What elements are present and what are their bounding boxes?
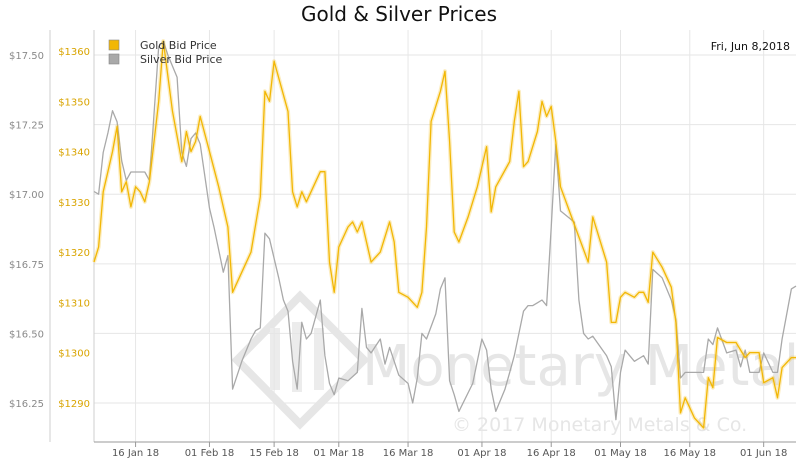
silver-axis-tick-label: $17.50 (9, 51, 44, 62)
series-lines (92, 39, 797, 430)
gold-axis-tick-label: $1350 (58, 97, 90, 108)
watermark-logo (231, 290, 370, 430)
watermark: Monetary Metals © 2017 Monetary Metals &… (231, 290, 798, 436)
gold-axis-tick-label: $1320 (58, 248, 90, 259)
x-tick-label: 16 Apr 18 (527, 448, 576, 459)
silver-legend-label: Silver Bid Price (140, 53, 223, 66)
silver-series-line (93, 40, 797, 421)
gold-series-line (93, 40, 796, 429)
gold-axis-tick-label: $1340 (58, 148, 90, 159)
x-tick-label: 01 Feb 18 (185, 448, 235, 459)
gold-axis-tick-label: $1300 (58, 349, 90, 360)
x-tick-label: 01 Mar 18 (313, 448, 364, 459)
silver-axis-tick-label: $16.25 (9, 399, 44, 410)
silver-axis-tick-label: $17.25 (9, 121, 44, 132)
gold-legend-label: Gold Bid Price (140, 39, 217, 52)
x-tick-label: 15 Feb 18 (249, 448, 299, 459)
silver-axis-tick-label: $17.00 (9, 190, 44, 201)
x-tick-label: 01 May 18 (594, 448, 646, 459)
axes: 16 Jan 18 01 Feb 18 15 Feb 18 01 Mar 18 16 M… (9, 30, 796, 459)
gold-axis-tick-label: $1360 (58, 47, 90, 58)
date-label: Fri, Jun 8,2018 (711, 40, 790, 53)
gold-legend-swatch (108, 39, 120, 51)
watermark-brand: Monetary Metals (362, 334, 798, 399)
gold-axis-tick-label: $1310 (58, 298, 90, 309)
x-tick-label: 16 Mar 18 (383, 448, 434, 459)
x-tick-label: 01 Jun 18 (740, 448, 787, 459)
gold-axis-tick-label: $1290 (58, 399, 90, 410)
chart-title: Gold & Silver Prices (300, 2, 498, 26)
x-tick-label: 01 Apr 18 (457, 448, 506, 459)
silver-axis-tick-label: $16.75 (9, 260, 44, 271)
silver-legend-swatch (108, 53, 120, 65)
x-tick-label: 16 May 18 (664, 448, 716, 459)
watermark-copyright: © 2017 Monetary Metals & Co. (452, 414, 747, 436)
gold-axis-tick-label: $1330 (58, 198, 90, 209)
silver-axis-tick-label: $16.50 (9, 329, 44, 340)
x-tick-label: 16 Jan 18 (112, 448, 159, 459)
